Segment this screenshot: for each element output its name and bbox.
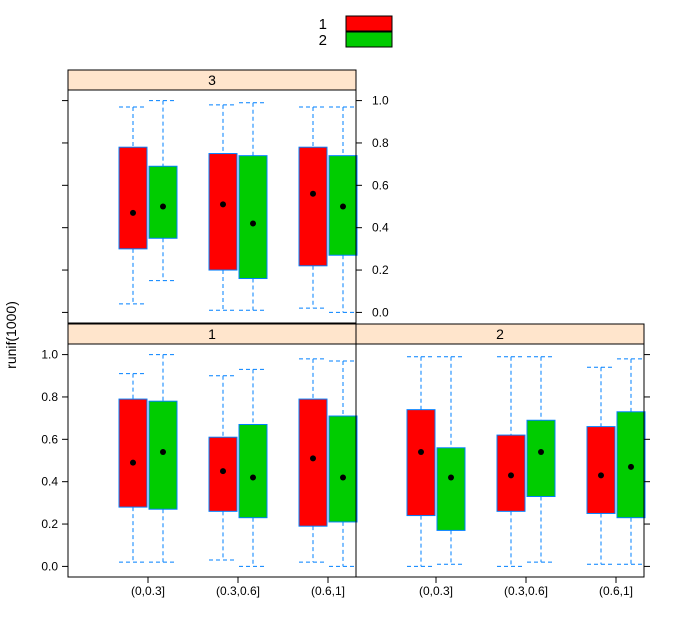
strip-label-3: 3: [208, 72, 216, 88]
median-dot: [340, 203, 346, 210]
box-2-0-1: [406, 356, 436, 567]
box-1-1-2: [238, 368, 268, 567]
box-body: [298, 146, 328, 267]
box-1-0-2: [148, 354, 178, 563]
box-1-0-1: [118, 373, 148, 563]
strip-label-2: 2: [496, 326, 504, 342]
median-dot: [418, 449, 424, 456]
x-tick-label: (0,0.3]: [419, 584, 453, 598]
box-2-1-1: [496, 356, 526, 567]
panels: 3 0.0 0.2 0.4 0.6 0.8 1.0 1 0.0 0.2 0.4 0.6 0.8 1.0 (0…: [41, 69, 650, 598]
box-body: [298, 398, 328, 527]
panel-frame-2: [355, 343, 645, 578]
box-body: [436, 447, 466, 531]
median-dot: [220, 468, 226, 475]
x-tick-label: (0,0.3]: [131, 584, 165, 598]
x-tick-label: (0.3,0.6]: [504, 584, 548, 598]
box-1-1-1: [208, 375, 238, 561]
box-body: [148, 165, 178, 239]
median-dot: [160, 203, 166, 210]
y-tick-label: 1.0: [41, 348, 58, 362]
box-body: [526, 419, 556, 498]
box-body: [586, 426, 616, 514]
box-body: [238, 155, 268, 280]
box-3-2-1: [298, 106, 328, 309]
strip-label-1: 1: [208, 326, 216, 342]
y-tick-label: 0.6: [41, 432, 58, 446]
median-dot: [448, 474, 454, 481]
box-3-0-2: [148, 100, 178, 282]
median-dot: [250, 220, 256, 227]
y-tick-label: 0.6: [372, 178, 389, 192]
y-tick-label: 0.0: [41, 559, 58, 573]
median-dot: [538, 449, 544, 456]
y-axis-label: runif(1000): [3, 301, 19, 369]
median-dot: [340, 474, 346, 481]
box-1-2-2: [328, 360, 358, 567]
median-dot: [598, 472, 604, 479]
panel-frame-3: [67, 89, 357, 324]
median-dot: [250, 474, 256, 481]
box-3-0-1: [118, 106, 148, 305]
x-tick-label: (0.6,1]: [599, 584, 633, 598]
median-dot: [130, 459, 136, 466]
y-tick-label: 0.2: [41, 517, 58, 531]
median-dot: [160, 449, 166, 456]
box-2-2-2: [616, 358, 646, 565]
box-body: [328, 415, 358, 523]
median-dot: [310, 455, 316, 462]
box-body: [148, 400, 178, 510]
x-tick-label: (0.6,1]: [311, 584, 345, 598]
legend-label-1: 1: [319, 16, 327, 33]
panel-1: 1 0.0 0.2 0.4 0.6 0.8 1.0 (0,0.3] (0.3,0.6] (0.6,…: [41, 323, 358, 598]
box-body: [118, 146, 148, 250]
median-dot: [220, 201, 226, 208]
y-tick-label: 0.4: [372, 221, 389, 235]
box-body: [238, 423, 268, 519]
box-2-0-2: [436, 356, 466, 565]
box-body: [118, 398, 148, 508]
legend-label-2: 2: [319, 32, 327, 49]
box-body: [208, 153, 238, 271]
y-tick-label: 0.0: [372, 305, 389, 319]
y-tick-label: 1.0: [372, 94, 389, 108]
box-2-1-2: [526, 356, 556, 563]
median-dot: [628, 463, 634, 470]
panel-3: 3 0.0 0.2 0.4 0.6 0.8 1.0: [62, 69, 389, 324]
box-2-2-1: [586, 366, 616, 565]
y-tick-label: 0.2: [372, 263, 389, 277]
box-body: [208, 436, 238, 512]
box-3-1-1: [208, 104, 238, 311]
box-1-2-1: [298, 358, 328, 563]
y-tick-label: 0.8: [41, 390, 58, 404]
legend-swatch-2: [345, 31, 393, 48]
box-3-2-2: [328, 106, 358, 313]
median-dot: [508, 472, 514, 479]
y-tick-label: 0.4: [41, 475, 58, 489]
box-3-1-2: [238, 102, 268, 311]
legend-swatch-1: [345, 15, 393, 32]
box-body: [406, 409, 436, 517]
panel-2: 2 (0,0.3] (0.3,0.6] (0.6,1]: [355, 323, 650, 598]
median-dot: [130, 209, 136, 216]
y-tick-label: 0.8: [372, 136, 389, 150]
median-dot: [310, 190, 316, 197]
x-tick-label: (0.3,0.6]: [216, 584, 260, 598]
legend: 12: [319, 15, 393, 49]
